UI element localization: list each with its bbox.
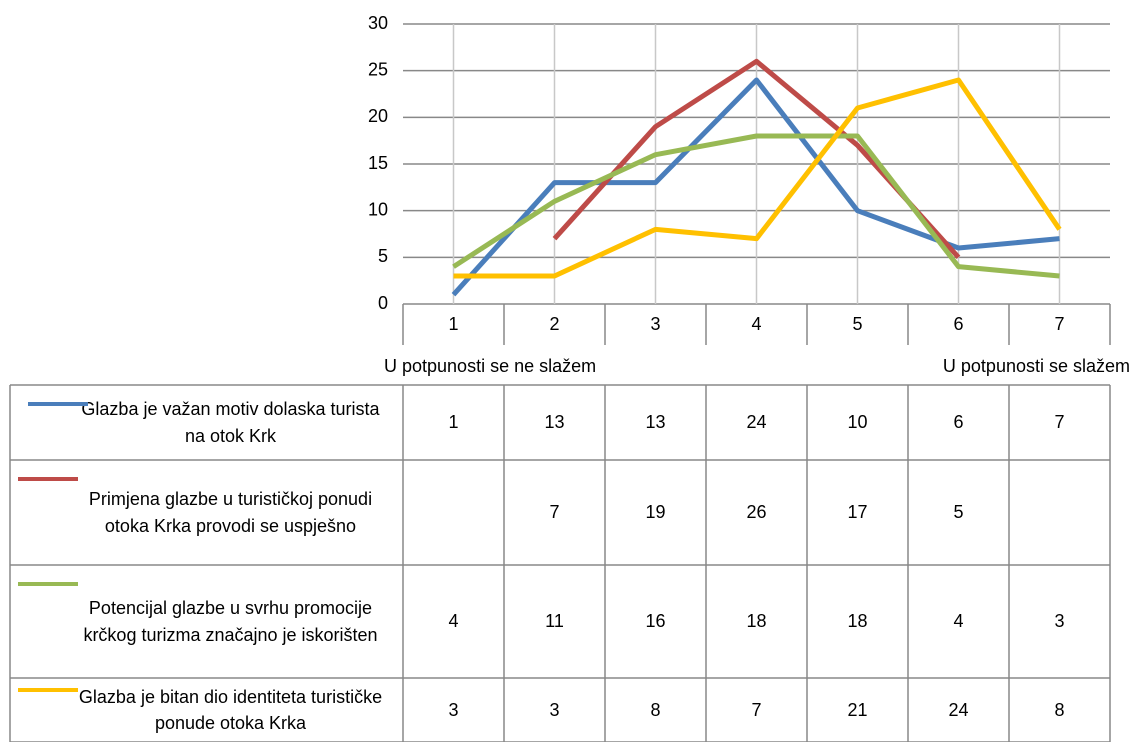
table-value: 7 [1054, 412, 1065, 433]
table-value: 26 [746, 502, 767, 523]
table-value: 1 [448, 412, 459, 433]
table-value: 19 [645, 502, 666, 523]
table-value: 13 [544, 412, 565, 433]
y-tick-label: 30 [368, 13, 388, 33]
table-value: 21 [847, 699, 868, 720]
series-line [452, 133, 1060, 279]
x-tick-label: 4 [751, 314, 761, 334]
y-tick-label: 0 [378, 293, 388, 313]
table-value: 16 [645, 611, 666, 632]
legend-entry: Primjena glazbe u turističkoj ponudi oto… [88, 489, 373, 536]
x-tick-label: 2 [549, 314, 559, 334]
table-value: 11 [545, 611, 564, 632]
table-value: 10 [847, 412, 868, 433]
table-value: 18 [847, 611, 868, 632]
legend-entry: Glazba je bitan dio identiteta turističk… [78, 686, 383, 733]
axis-note: U potpunosti se slažem [943, 356, 1130, 376]
x-tick-label: 3 [650, 314, 660, 334]
y-tick-label: 15 [368, 153, 388, 173]
table-value: 8 [650, 699, 661, 720]
axis-note: U potpunosti se ne slažem [384, 356, 596, 376]
table-value: 3 [448, 699, 459, 720]
legend-swatch [18, 688, 78, 692]
y-tick-label: 5 [378, 246, 388, 266]
table-value: 3 [549, 699, 560, 720]
x-tick-label: 5 [852, 314, 862, 334]
legend-swatch [18, 582, 78, 586]
x-tick-label: 1 [448, 314, 458, 334]
table-value: 24 [746, 412, 767, 433]
table-value: 17 [847, 502, 868, 523]
y-tick-label: 25 [368, 59, 388, 79]
table-value: 4 [448, 611, 459, 632]
y-tick-label: 10 [368, 199, 388, 219]
series-line [451, 77, 1060, 297]
table-value: 3 [1054, 611, 1065, 632]
table-value: 18 [746, 611, 767, 632]
table-value: 5 [953, 502, 964, 523]
table-value: 13 [645, 412, 666, 433]
series-line [453, 77, 1062, 279]
legend-swatch [18, 477, 78, 481]
table-value: 7 [549, 502, 560, 523]
y-tick-label: 20 [368, 106, 388, 126]
table-value: 7 [751, 699, 762, 720]
legend-swatch [28, 402, 88, 406]
x-tick-label: 6 [953, 314, 963, 334]
table-value: 24 [948, 699, 969, 720]
x-tick-label: 7 [1054, 314, 1064, 334]
table-value: 4 [953, 611, 964, 632]
table-value: 8 [1054, 699, 1065, 720]
table-value: 6 [953, 412, 964, 433]
legend-entry: Glazba je važan motiv dolaska turista na… [81, 399, 380, 446]
legend-entry: Potencijal glazbe u svrhu promocije krčk… [83, 598, 378, 645]
